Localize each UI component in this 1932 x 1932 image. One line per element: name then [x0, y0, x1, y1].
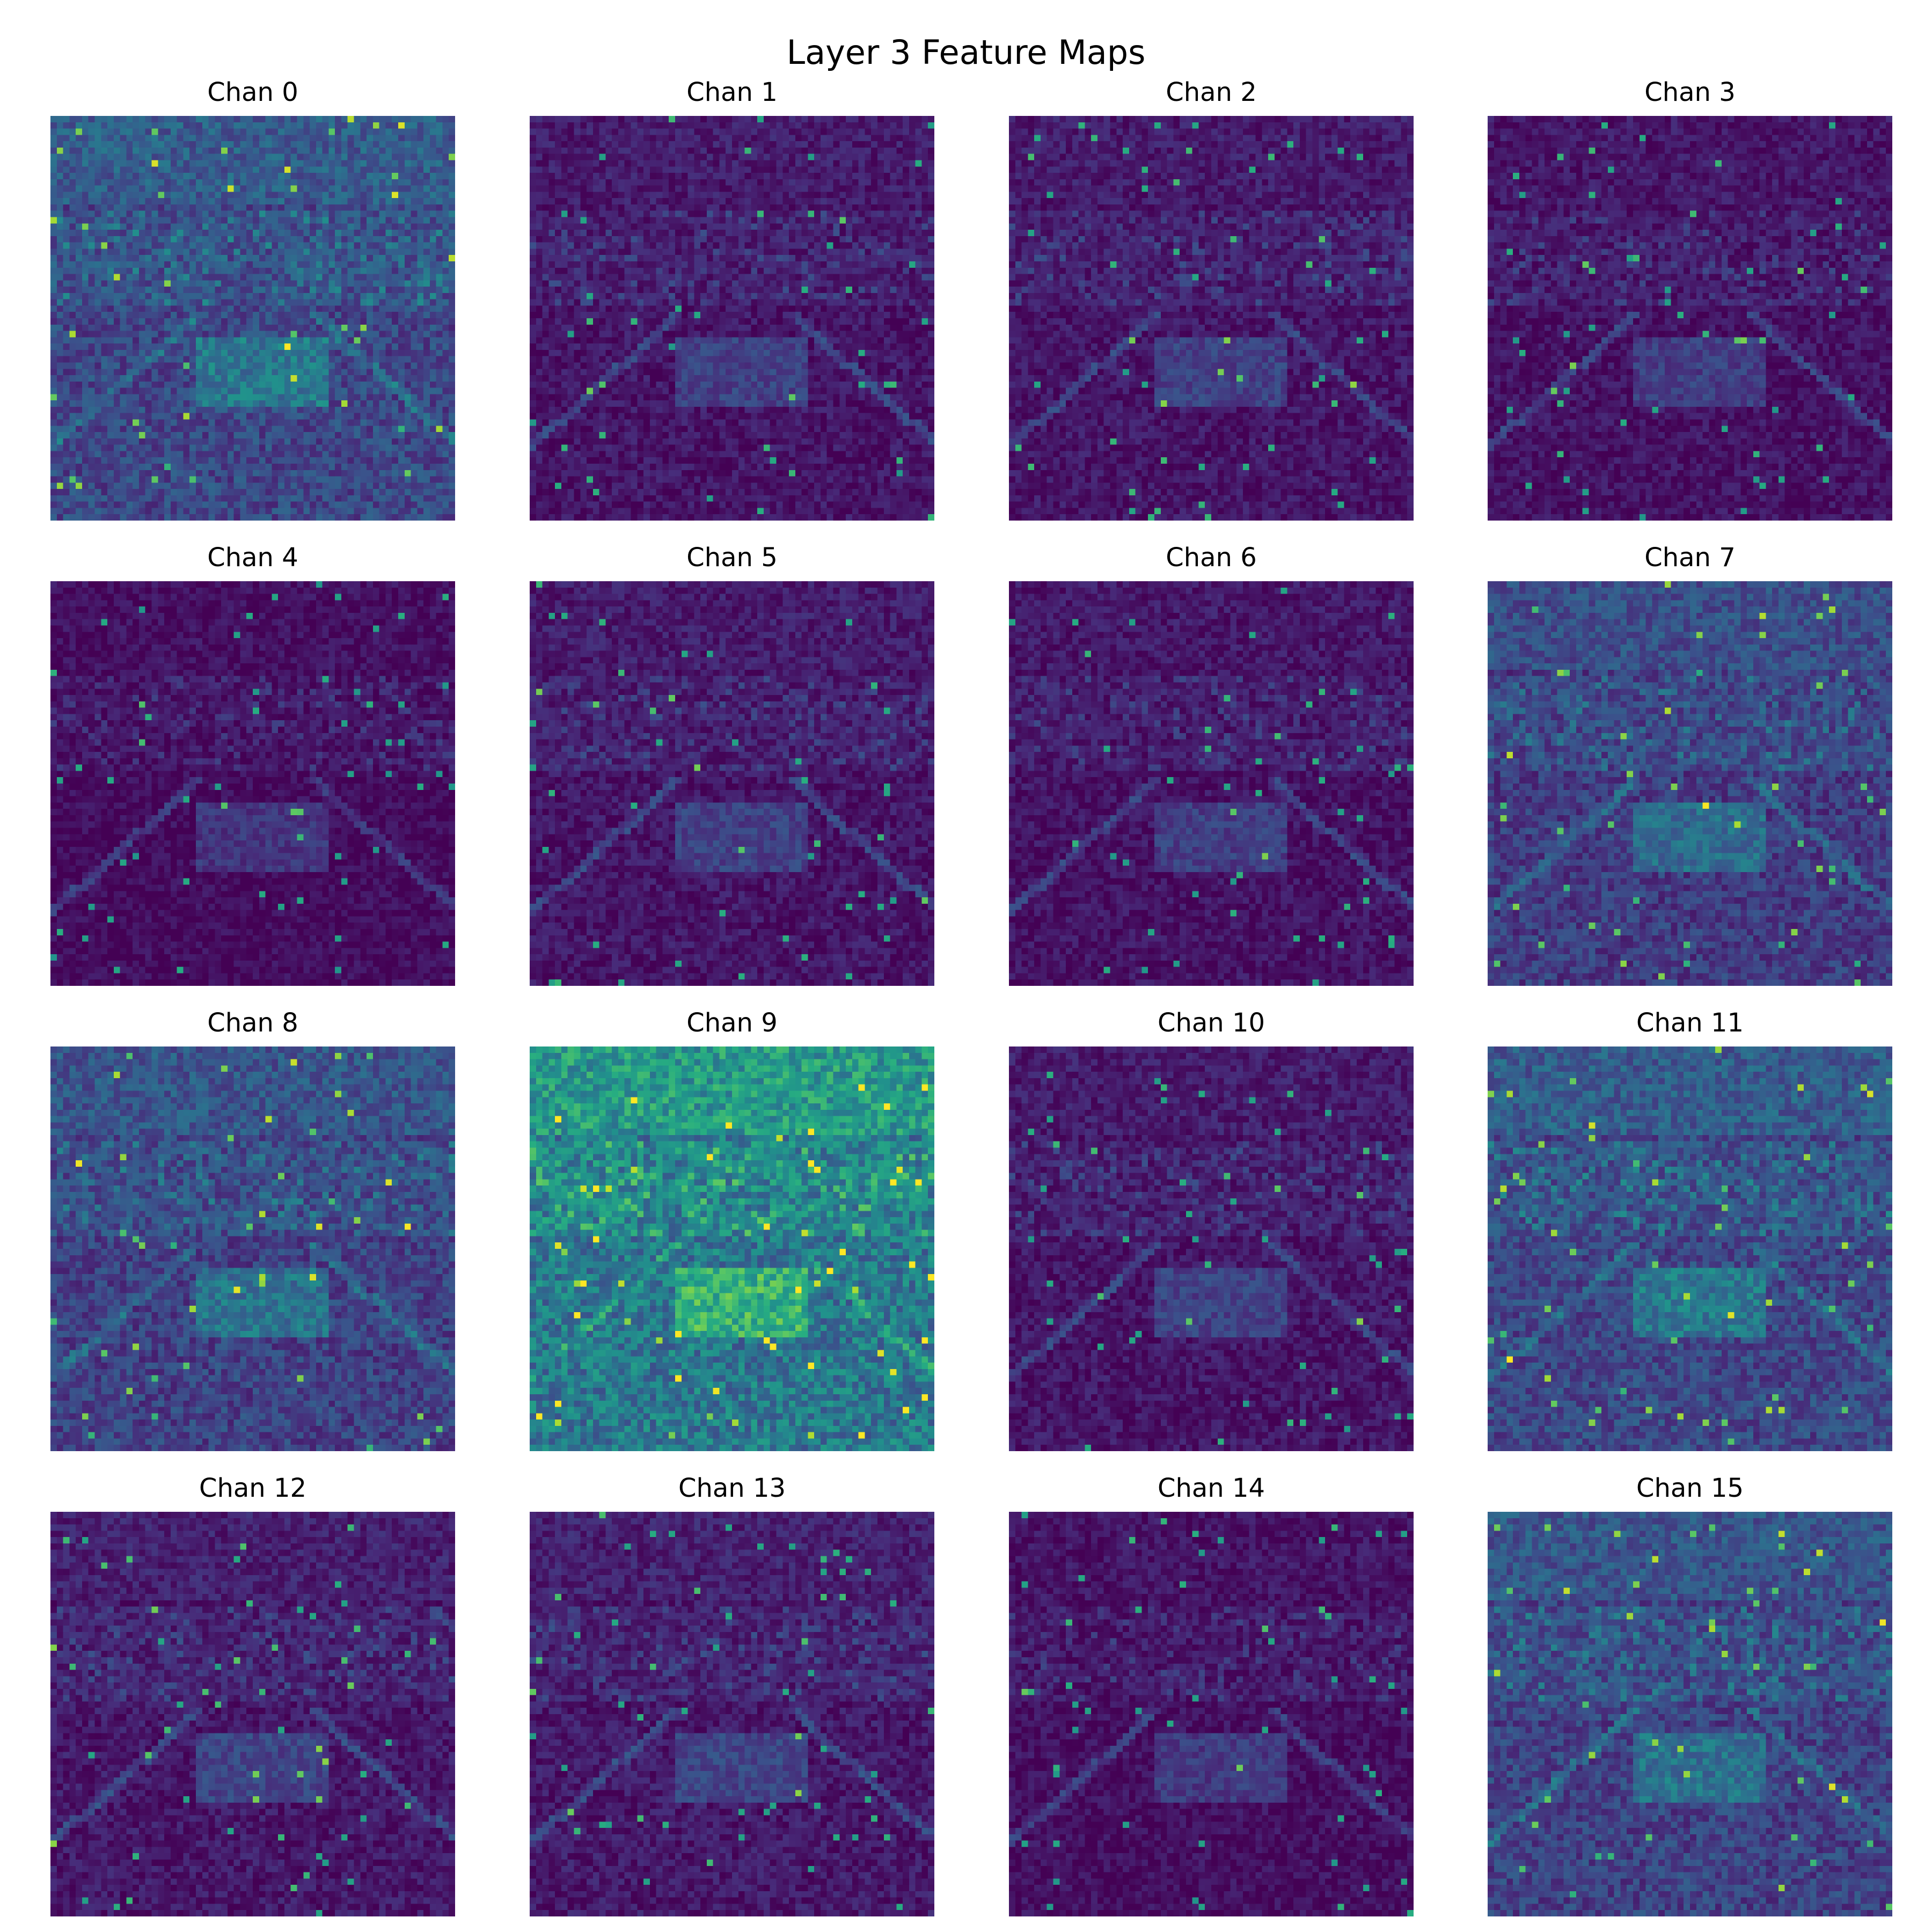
feature-map-heatmap — [50, 1046, 455, 1451]
feature-map-panel: Chan 6 — [1009, 541, 1414, 987]
feature-map-heatmap — [1009, 581, 1414, 986]
feature-map-panel: Chan 2 — [1009, 76, 1414, 522]
panel-title: Chan 2 — [1166, 77, 1257, 107]
feature-map-panel: Chan 13 — [530, 1472, 934, 1918]
panel-title: Chan 13 — [678, 1473, 786, 1503]
feature-map-heatmap — [50, 581, 455, 986]
feature-map-heatmap — [1488, 116, 1892, 521]
feature-map-heatmap — [530, 581, 934, 986]
feature-map-heatmap — [1009, 116, 1414, 521]
feature-map-panel: Chan 5 — [530, 541, 934, 987]
feature-map-panel: Chan 14 — [1009, 1472, 1414, 1918]
panel-title: Chan 3 — [1644, 77, 1736, 107]
feature-map-panel: Chan 0 — [50, 76, 455, 522]
panel-title: Chan 0 — [207, 77, 298, 107]
feature-map-panel: Chan 8 — [50, 1007, 455, 1452]
panel-title: Chan 5 — [686, 543, 778, 573]
panel-title: Chan 14 — [1157, 1473, 1265, 1503]
feature-map-panel: Chan 3 — [1488, 76, 1892, 522]
feature-map-panel: Chan 12 — [50, 1472, 455, 1918]
panel-title: Chan 11 — [1636, 1008, 1744, 1038]
panel-title: Chan 15 — [1636, 1473, 1744, 1503]
figure-title: Layer 3 Feature Maps — [786, 33, 1146, 72]
feature-map-panel: Chan 10 — [1009, 1007, 1414, 1452]
feature-map-heatmap — [530, 1512, 934, 1916]
feature-map-panel: Chan 7 — [1488, 541, 1892, 987]
panel-title: Chan 7 — [1644, 543, 1736, 573]
panel-title: Chan 4 — [207, 543, 298, 573]
panel-title: Chan 8 — [207, 1008, 298, 1038]
feature-map-panel: Chan 1 — [530, 76, 934, 522]
feature-map-panel: Chan 15 — [1488, 1472, 1892, 1918]
feature-map-panel: Chan 11 — [1488, 1007, 1892, 1452]
feature-map-heatmap — [50, 116, 455, 521]
feature-map-heatmap — [1488, 1046, 1892, 1451]
panel-title: Chan 9 — [686, 1008, 778, 1038]
panel-title: Chan 6 — [1166, 543, 1257, 573]
panel-title: Chan 12 — [199, 1473, 307, 1503]
feature-map-heatmap — [1488, 581, 1892, 986]
feature-map-heatmap — [530, 1046, 934, 1451]
feature-map-heatmap — [1009, 1046, 1414, 1451]
feature-map-panel: Chan 9 — [530, 1007, 934, 1452]
feature-map-heatmap — [1009, 1512, 1414, 1916]
feature-map-heatmap — [50, 1512, 455, 1916]
panel-title: Chan 1 — [686, 77, 778, 107]
panel-title: Chan 10 — [1157, 1008, 1265, 1038]
feature-map-heatmap — [1488, 1512, 1892, 1916]
feature-map-panel: Chan 4 — [50, 541, 455, 987]
feature-map-heatmap — [530, 116, 934, 521]
